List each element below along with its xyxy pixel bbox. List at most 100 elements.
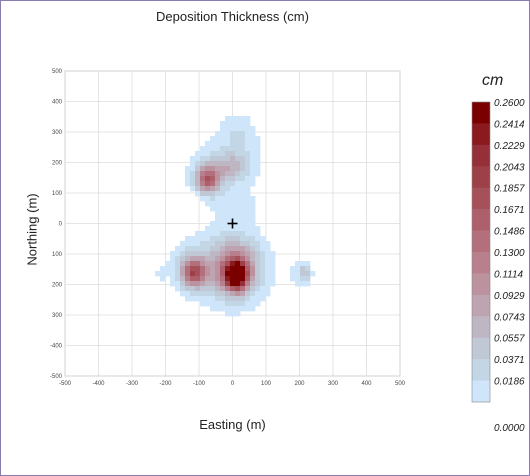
contour-cell (270, 271, 276, 277)
contour-cell (255, 156, 261, 162)
contour-cell (205, 296, 211, 302)
contour-cell (230, 301, 236, 307)
contour-cell (230, 311, 236, 317)
contour-cell (235, 311, 241, 317)
contour-cell (225, 121, 231, 127)
contour-cell (240, 121, 246, 127)
contour-cell (220, 296, 226, 302)
contour-cell (250, 201, 256, 207)
contour-cell (210, 301, 216, 307)
contour-cell (305, 266, 311, 272)
contour-cell (225, 231, 231, 237)
contour-cell (240, 286, 246, 292)
contour-cell (260, 286, 266, 292)
contour-cell (205, 151, 211, 157)
colorbar-level-label: 0.2414 (494, 119, 525, 130)
contour-cell (205, 246, 211, 252)
contour-cell (245, 171, 251, 177)
contour-cell (215, 271, 221, 277)
contour-cell (185, 286, 191, 292)
contour-cell (225, 246, 231, 252)
contour-cell (230, 121, 236, 127)
contour-cell (240, 156, 246, 162)
contour-cell (235, 121, 241, 127)
colorbar-level-label: 0.1857 (494, 184, 525, 195)
contour-cell (235, 161, 241, 167)
contour-cell (235, 246, 241, 252)
contour-cell (180, 251, 186, 257)
contour-cell (230, 116, 236, 122)
contour-cell (180, 281, 186, 287)
contour-cell (210, 221, 216, 227)
contour-cell (200, 196, 206, 202)
x-axis-label: Easting (m) (199, 417, 266, 432)
colorbar-bin (472, 144, 490, 167)
contour-cell (230, 146, 236, 152)
contour-cell (215, 146, 221, 152)
contour-cell (200, 156, 206, 162)
contour-cell (240, 211, 246, 217)
contour-cell (215, 196, 221, 202)
y-tick-label: 400 (52, 100, 63, 106)
contour-cell (215, 261, 221, 267)
contour-cell (190, 241, 196, 247)
contour-cell (250, 206, 256, 212)
contour-cell (245, 256, 251, 262)
contour-cell (260, 236, 266, 242)
contour-cell (215, 211, 221, 217)
contour-cell (270, 251, 276, 257)
contour-cell (240, 191, 246, 197)
contour-cell (205, 191, 211, 197)
contour-cell (235, 221, 241, 227)
x-tick-label: 500 (395, 381, 406, 387)
contour-cell (230, 156, 236, 162)
contour-cell (230, 171, 236, 177)
contour-cell (265, 286, 271, 292)
contour-cell (240, 201, 246, 207)
contour-cell (210, 166, 216, 172)
contour-cell (195, 291, 201, 297)
contour-cell (225, 206, 231, 212)
contour-cell (170, 266, 176, 272)
contour-cell (230, 161, 236, 167)
contour-cell (260, 266, 266, 272)
contour-cell (240, 166, 246, 172)
contour-cell (185, 171, 191, 177)
contour-cell (240, 231, 246, 237)
contour-cell (215, 276, 221, 282)
contour-cell (245, 261, 251, 267)
contour-cell (220, 186, 226, 192)
contour-cell (305, 281, 311, 287)
contour-cell (190, 276, 196, 282)
contour-cell (215, 176, 221, 182)
contour-cell (295, 281, 301, 287)
contour-cell (255, 226, 261, 232)
contour-cell (205, 291, 211, 297)
contour-cell (240, 216, 246, 222)
contour-cell (195, 296, 201, 302)
contour-cell (215, 226, 221, 232)
contour-cell (235, 236, 241, 242)
contour-cell (205, 241, 211, 247)
contour-cell (185, 296, 191, 302)
contour-cell (250, 131, 256, 137)
contour-cell (210, 306, 216, 312)
contour-cell (200, 276, 206, 282)
contour-cell (195, 231, 201, 237)
contour-cell (210, 176, 216, 182)
contour-cell (255, 161, 261, 167)
contour-cell (230, 181, 236, 187)
contour-cell (220, 306, 226, 312)
contour-cell (205, 196, 211, 202)
contour-cell (240, 161, 246, 167)
contour-cell (200, 266, 206, 272)
colorbar-level-label: 0.1486 (494, 227, 525, 238)
contour-cell (170, 281, 176, 287)
colorbar-bin (472, 230, 490, 253)
contour-cell (205, 276, 211, 282)
contour-cell (240, 206, 246, 212)
colorbar-level-label: 0.0000 (494, 423, 525, 434)
contour-cell (220, 226, 226, 232)
contour-cell (235, 186, 241, 192)
